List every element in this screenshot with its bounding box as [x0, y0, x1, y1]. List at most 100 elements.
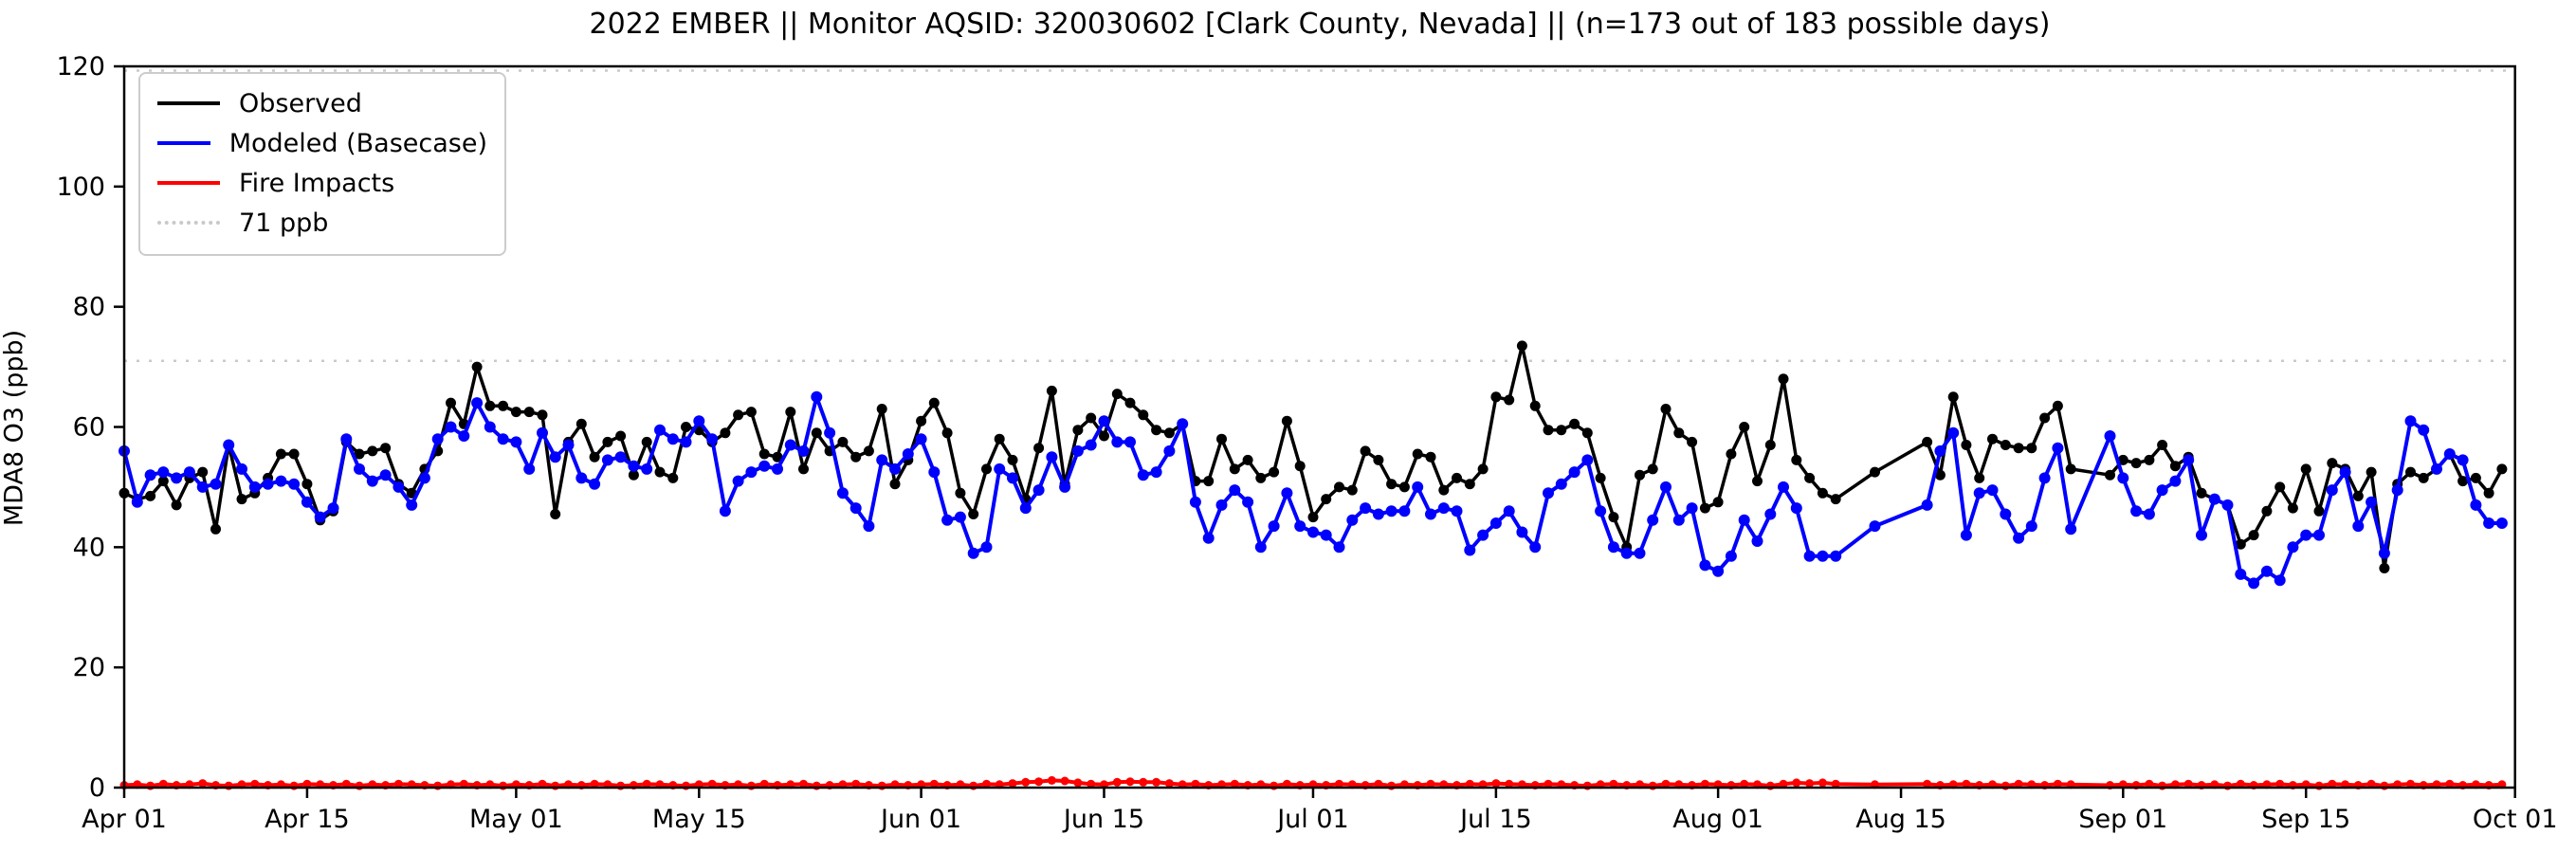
modeled-line-marker: [2470, 499, 2482, 511]
fire-impacts-line-marker: [1047, 775, 1056, 785]
modeled-line-marker: [1960, 529, 1972, 541]
legend-item-observed: Observed: [140, 83, 504, 123]
y-axis-tick-label: 120: [56, 52, 105, 82]
observed-line-marker: [733, 409, 744, 421]
fire-impacts-line-marker: [1779, 779, 1788, 789]
observed-line-marker: [1870, 466, 1880, 478]
modeled-line-marker: [2495, 517, 2508, 529]
modeled-line-marker: [1360, 502, 1372, 515]
modeled-line-marker: [2038, 472, 2051, 484]
modeled-line-marker: [144, 469, 156, 481]
modeled-line-marker: [1464, 544, 1476, 556]
observed-line-marker: [498, 400, 509, 411]
fire-impacts-line-marker: [1139, 777, 1148, 787]
y-axis-tick-label: 100: [56, 172, 105, 202]
modeled-line-path: [122, 394, 2502, 586]
observed-line-marker: [994, 433, 1005, 445]
observed-line-marker: [1556, 425, 1567, 436]
observed-line-marker: [1516, 340, 1527, 352]
x-axis-tick-label: Aug 01: [1672, 805, 1763, 834]
fire-impacts-line-marker: [1700, 779, 1709, 789]
observed-line-marker: [1647, 463, 1658, 475]
fire-impacts-line-marker: [2328, 779, 2337, 789]
modeled-line-marker: [2235, 568, 2247, 580]
observed-line-marker: [758, 448, 770, 460]
x-axis-tick-label: Sep 15: [2261, 805, 2350, 834]
observed-line-marker: [2366, 466, 2377, 478]
fire-impacts-line-marker: [2445, 779, 2455, 789]
fire-impacts-line-marker: [2275, 779, 2285, 789]
modeled-line-marker: [1568, 466, 1580, 479]
observed-line-marker: [2052, 400, 2063, 411]
modeled-line-marker: [1412, 481, 1424, 493]
modeled-line-marker: [980, 541, 993, 554]
observed-line-marker: [2300, 463, 2311, 475]
observed-line-marker: [2405, 466, 2416, 478]
observed-line-marker: [1543, 425, 1554, 436]
fire-impacts-line-marker: [1740, 779, 1749, 789]
modeled-line-marker: [418, 472, 430, 484]
observed-line-marker: [1699, 502, 1710, 514]
observed-line-marker: [1229, 463, 1240, 475]
modeled-line-marker: [1425, 508, 1436, 520]
y-axis-tick-label: 0: [89, 773, 105, 803]
fire-impacts-line-marker: [707, 779, 717, 789]
modeled-line-marker: [2431, 463, 2442, 475]
modeled-line-marker: [2156, 484, 2168, 497]
modeled-line-marker: [1124, 436, 1136, 448]
observed-line-marker: [720, 427, 731, 439]
modeled-line-marker: [562, 439, 575, 451]
fire-impacts-line-marker: [1060, 776, 1069, 786]
observed-line-marker: [654, 466, 666, 478]
modeled-line-marker: [1986, 484, 1999, 497]
observed-line-marker: [798, 463, 809, 475]
modeled-line-marker: [248, 481, 261, 493]
observed-line-marker: [2327, 458, 2338, 469]
observed-line-marker: [2248, 530, 2259, 541]
observed-line-marker: [981, 463, 992, 475]
fire-impacts-line-marker: [1008, 779, 1017, 789]
modeled-line-marker: [1660, 481, 1672, 493]
modeled-line-marker: [379, 469, 392, 481]
modeled-line-marker: [340, 433, 353, 445]
modeled-line-marker: [406, 499, 418, 511]
fire-impacts-line-marker: [1374, 779, 1383, 789]
observed-line-marker: [1974, 472, 1985, 483]
modeled-line-marker: [183, 466, 195, 479]
fire-impacts-line-marker: [2366, 779, 2376, 789]
modeled-line-marker: [1973, 487, 1985, 499]
observed-line-marker: [2287, 502, 2298, 514]
observed-line-marker: [602, 436, 613, 447]
modeled-line-marker: [314, 511, 326, 523]
fire-impacts-line-marker: [1491, 779, 1501, 789]
modeled-line-marker: [1516, 526, 1528, 538]
fire-impacts-line-marker: [1792, 778, 1801, 788]
modeled-line-marker: [1385, 505, 1398, 517]
fire-impacts-line-marker: [1609, 779, 1618, 789]
fire-impacts-line-marker: [198, 779, 208, 789]
modeled-line-marker: [1672, 514, 1685, 526]
fire-impacts-line-marker: [250, 779, 260, 789]
modeled-line-marker: [2391, 484, 2403, 497]
observed-line-marker: [1569, 418, 1580, 429]
fire-impacts-line-marker: [1191, 779, 1200, 789]
observed-line-marker: [1490, 391, 1502, 403]
observed-line-marker: [1242, 454, 1253, 465]
fire-impacts-line-marker: [642, 779, 651, 789]
observed-line-marker: [2000, 440, 2011, 450]
modeled-line-marker: [654, 424, 666, 436]
legend-item-fire-impacts: Fire Impacts: [140, 163, 504, 203]
observed-line-marker: [2379, 563, 2390, 573]
modeled-line-marker: [876, 454, 888, 466]
modeled-line-marker: [497, 433, 509, 445]
modeled-line-marker: [745, 466, 758, 479]
modeled-line-marker: [196, 481, 209, 493]
modeled-line-marker: [2287, 541, 2299, 554]
legend-item-71-ppb: 71 ppb: [140, 203, 504, 243]
x-axis-tick-label: Oct 01: [2473, 805, 2558, 834]
modeled-line-marker: [1177, 418, 1189, 430]
fire-impacts-line-marker: [1125, 777, 1135, 787]
observed-line-marker: [941, 427, 953, 439]
observed-line-marker: [1452, 472, 1462, 483]
